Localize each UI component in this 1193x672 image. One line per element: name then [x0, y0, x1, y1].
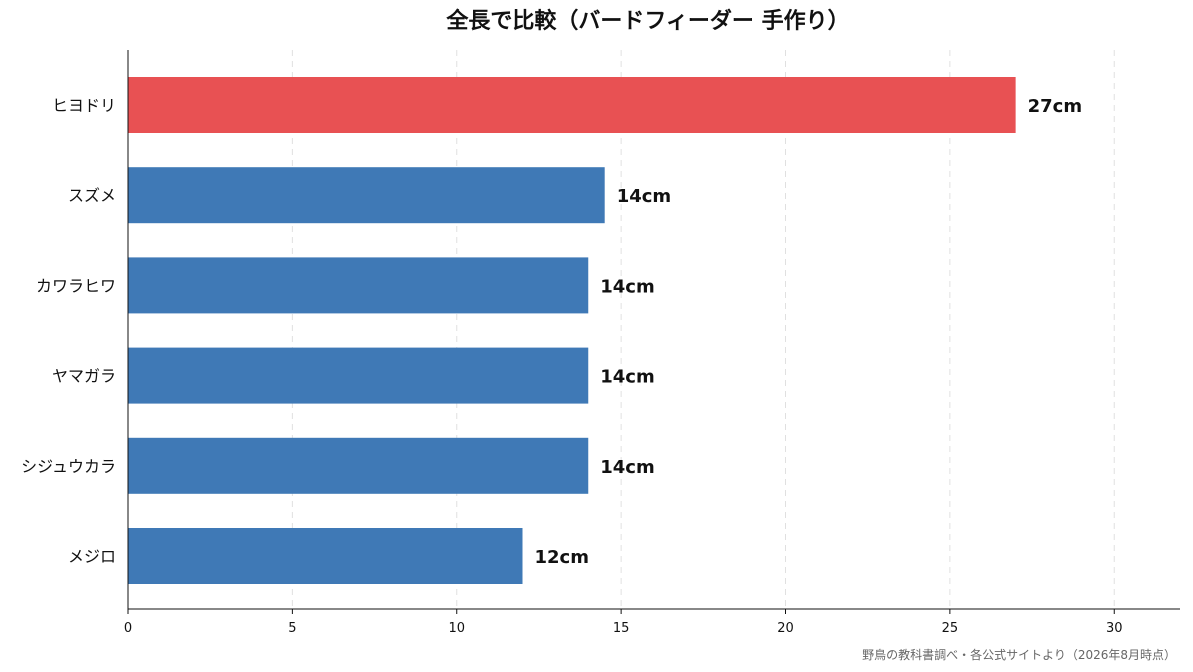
category-label: ヒヨドリ: [52, 96, 116, 115]
source-note: 野鳥の教科書調べ・各公式サイトより（2026年8月時点）: [862, 647, 1176, 662]
data-label: 14cm: [600, 276, 654, 297]
x-tick-label: 30: [1106, 621, 1123, 636]
data-labels: 27cm 14cm 14cm 14cm 14cm 12cm: [535, 96, 1083, 568]
data-label: 12cm: [535, 547, 589, 568]
category-label: シジュウカラ: [21, 457, 116, 476]
bar: [128, 77, 1016, 133]
category-label: メジロ: [68, 547, 116, 566]
category-label: スズメ: [68, 186, 116, 205]
bar: [128, 528, 523, 584]
x-tick-label: 0: [124, 621, 132, 636]
bar: [128, 257, 589, 314]
category-label: ヤマガラ: [52, 367, 116, 386]
x-tick-label: 5: [288, 621, 296, 636]
x-tick-label: 10: [448, 621, 465, 636]
x-axis-ticks: 0 5 10 15 20 25 30: [124, 609, 1123, 636]
grid-lines: [291, 50, 1115, 609]
data-label: 27cm: [1028, 96, 1082, 117]
data-label: 14cm: [617, 186, 671, 207]
bar: [128, 167, 605, 224]
bar: [128, 347, 589, 404]
x-tick-label: 20: [777, 621, 794, 636]
data-label: 14cm: [600, 367, 654, 388]
x-tick-label: 25: [942, 621, 959, 636]
chart-title: 全長で比較（バードフィーダー 手作り）: [445, 8, 849, 34]
category-label: カワラヒワ: [36, 276, 116, 295]
bar: [128, 437, 589, 494]
data-label: 14cm: [600, 457, 654, 478]
x-tick-label: 15: [613, 621, 630, 636]
bars: [128, 77, 1016, 584]
